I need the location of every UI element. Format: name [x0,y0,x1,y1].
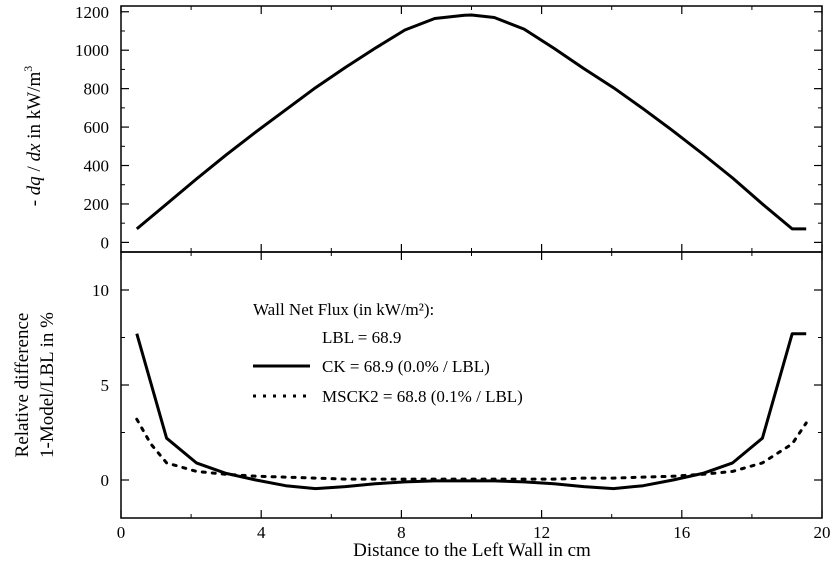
bottom-series-msck2-line [135,417,808,481]
top-y-tick-label: 400 [84,157,110,176]
legend-entry-ck: CK = 68.9 (0.0% / LBL) [322,357,490,376]
x-tick-label: 20 [814,523,831,542]
bottom-y-tick-label: 10 [92,281,109,300]
top-y-tick-label: 800 [84,80,110,99]
bottom-panel: 0 4 8 12 16 20 0 5 10 [92,251,831,542]
bottom-series-ck-line [135,332,807,491]
top-plot-frame [120,5,823,253]
bottom-y-tick-label: 5 [101,376,110,395]
x-tick-label: 12 [533,523,550,542]
legend-entry-msck2: MSCK2 = 68.8 (0.1% / LBL) [322,387,523,406]
top-y-tick-label: 1000 [75,41,109,60]
svg-text:- dq / dx in kW/m3: - dq / dx in kW/m3 [21,66,45,207]
x-tick-label: 0 [117,523,126,542]
x-tick-label: 4 [257,523,266,542]
top-series-heat-source-line [135,13,807,231]
top-y-tick-label: 0 [101,233,110,252]
y-axis-label-top: - dq / dx in kW/m3 [21,66,45,207]
legend: Wall Net Flux (in kW/m²): LBL = 68.9 CK … [253,300,523,406]
top-panel: 0 200 400 600 800 1000 1200 [75,3,823,253]
y-axis-label-line-1: Relative difference [12,313,33,458]
x-tick-label: 8 [397,523,406,542]
legend-entry-lbl: LBL = 68.9 [322,328,401,347]
legend-title: Wall Net Flux (in kW/m²): [253,300,434,319]
y-axis-label-bottom: Relative difference 1-Model/LBL in % [12,312,58,458]
top-y-tick-label: 600 [84,118,110,137]
x-axis-label: Distance to the Left Wall in cm [353,540,591,561]
y-axis-label-line-2: 1-Model/LBL in % [37,312,58,458]
top-y-tick-label: 1200 [75,3,109,22]
top-y-tick-label: 200 [84,195,110,214]
x-tick-label: 16 [673,523,690,542]
bottom-y-tick-label: 0 [101,471,110,490]
